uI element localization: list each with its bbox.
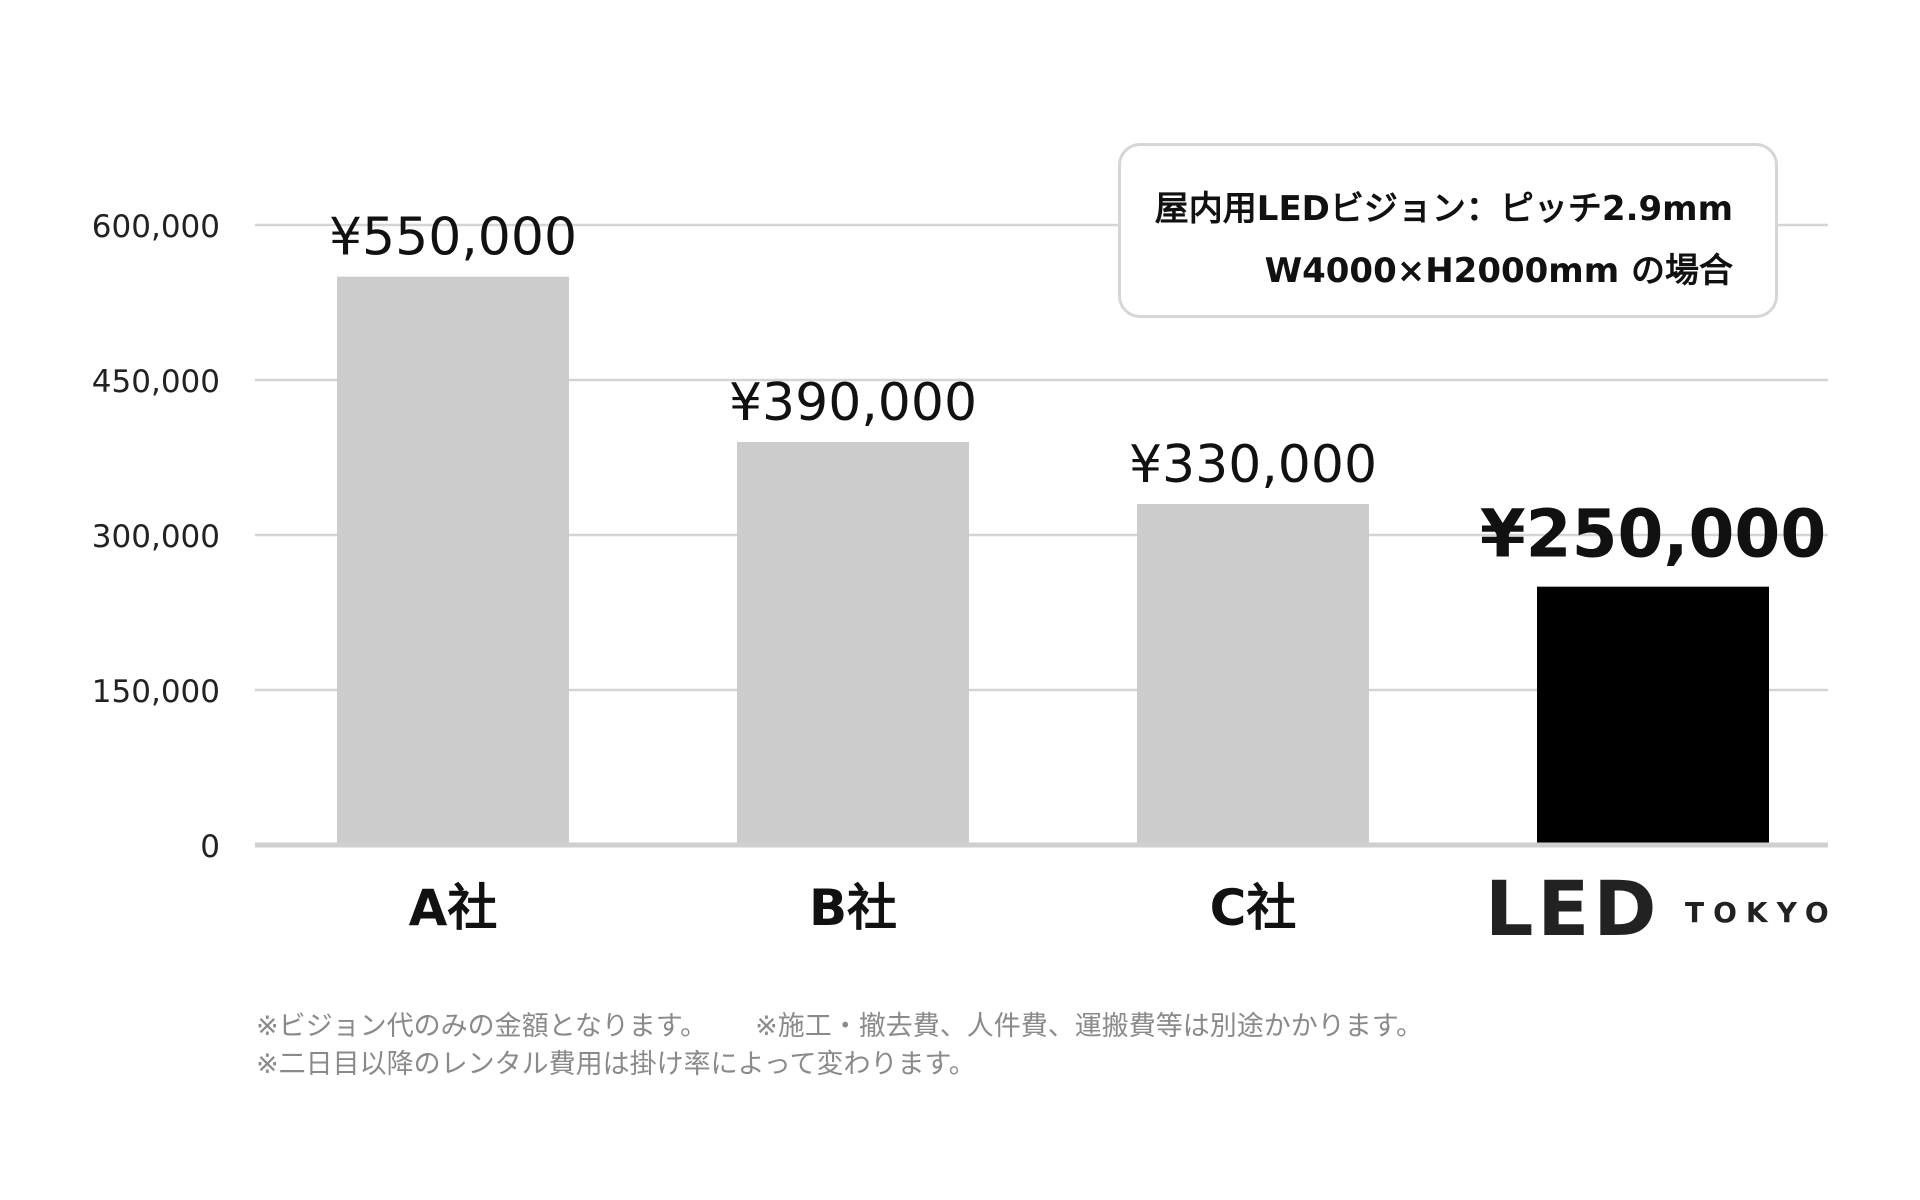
logo-mark: LED (1485, 864, 1660, 953)
y-tick-label: 300,000 (92, 519, 220, 555)
footnotes: ※ビジョン代のみの金額となります。 ※施工・撤去費、人件費、運搬費等は別途かかりま… (256, 1008, 1471, 1084)
logo-wordmark: TOKYO (1685, 896, 1838, 929)
footnote-1b: ※施工・撤去費、人件費、運搬費等は別途かかります。 (755, 1011, 1424, 1042)
spec-line-2: W4000×H2000mm の場合 (1264, 251, 1733, 291)
spec-line-1: 屋内用LEDビジョン：ピッチ2.9mm (1154, 189, 1733, 229)
bar-competitor-2 (737, 442, 969, 843)
footnote-2: ※二日目以降のレンタル費用は掛け率によって変わります。 (256, 1049, 976, 1080)
spec-info-box: 屋内用LEDビジョン：ピッチ2.9mm W4000×H2000mm の場合 (1118, 143, 1778, 318)
category-label: B社 (809, 879, 897, 937)
bar-competitor-3 (1137, 504, 1369, 843)
category-label: C社 (1210, 879, 1297, 937)
y-tick-label: 0 (200, 829, 220, 865)
data-label: ¥330,000 (1129, 435, 1377, 495)
data-label: ¥390,000 (729, 373, 977, 433)
data-label: ¥550,000 (329, 208, 577, 268)
y-tick-label: 150,000 (92, 674, 220, 710)
footnote-1a: ※ビジョン代のみの金額となります。 (256, 1011, 708, 1042)
y-tick-label: 450,000 (92, 364, 220, 400)
bar-highlight (1537, 586, 1769, 843)
data-labels: ¥550,000 ¥390,000 ¥330,000 ¥250,000 (329, 208, 1826, 573)
category-labels: A社 B社 C社 (409, 879, 1297, 937)
y-tick-label: 600,000 (92, 209, 220, 245)
led-tokyo-logo: LED TOKYO (1485, 864, 1838, 953)
bars (337, 276, 1769, 844)
data-label: ¥250,000 (1480, 496, 1827, 573)
category-label: A社 (409, 879, 498, 937)
bar-competitor-1 (337, 276, 569, 844)
y-axis-ticks: 0 150,000 300,000 450,000 600,000 (92, 209, 220, 865)
